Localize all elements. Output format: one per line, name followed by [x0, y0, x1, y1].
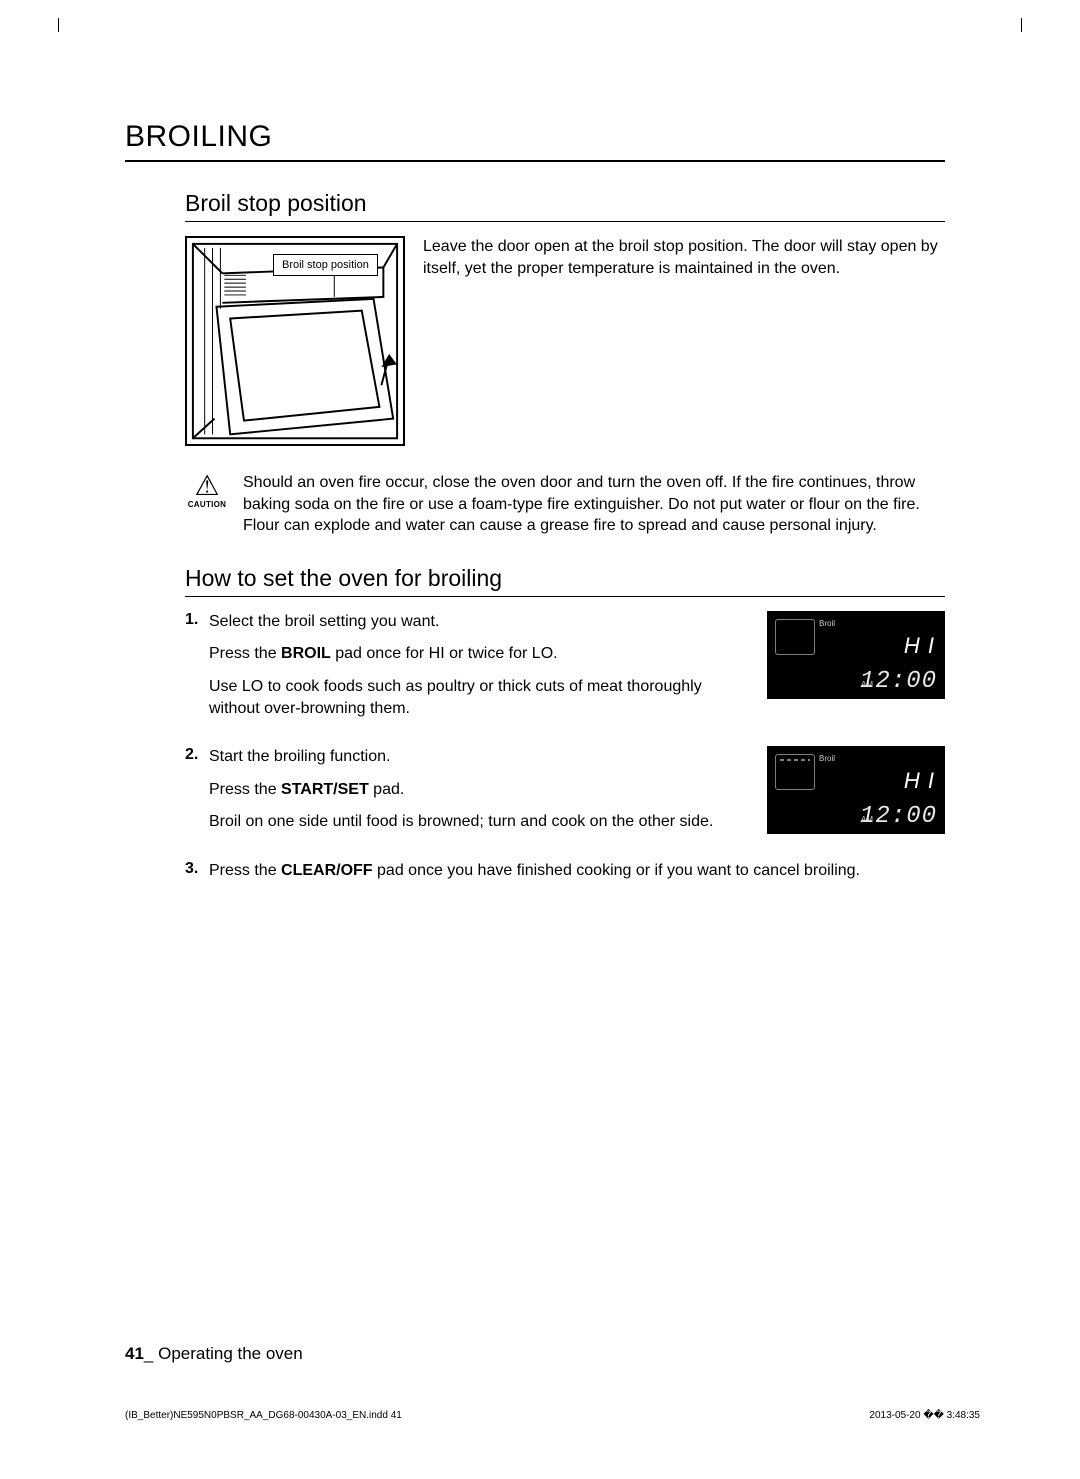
step-2: Start the broiling function. Press the S…	[185, 746, 945, 843]
step-3: Press the CLEAR/OFF pad once you have fi…	[185, 860, 945, 892]
page-content: BROILING Broil stop position Broil stop …	[125, 120, 945, 908]
step-1: Select the broil setting you want. Press…	[185, 611, 945, 731]
intro-paragraph: Leave the door open at the broil stop po…	[423, 236, 945, 446]
broil-button-label-2: Broil	[819, 754, 835, 763]
caution-block: ⚠ CAUTION Should an oven fire occur, clo…	[185, 472, 945, 537]
oven-display-step1: Broil H I AM 12:00	[767, 611, 945, 699]
page-footer: 41_ Operating the oven	[125, 1344, 303, 1364]
start-button-outline	[775, 754, 815, 790]
section-heading: BROILING	[125, 120, 945, 162]
step-1-p2: Press the BROIL pad once for HI or twice…	[209, 643, 753, 665]
caution-text: Should an oven fire occur, close the ove…	[243, 472, 945, 537]
step-1-p3: Use LO to cook foods such as poultry or …	[209, 676, 753, 721]
step-1-p1: Select the broil setting you want.	[209, 611, 753, 633]
print-metadata: (IB_Better)NE595N0PBSR_AA_DG68-00430A-03…	[125, 1410, 980, 1421]
display-hi-2: H I	[904, 768, 935, 794]
broil-button-label: Broil	[819, 619, 835, 628]
illustration-callout: Broil stop position	[273, 254, 378, 276]
step-2-text: Start the broiling function. Press the S…	[209, 746, 753, 843]
caution-icon: ⚠ CAUTION	[185, 472, 229, 537]
footer-label: Operating the oven	[153, 1344, 302, 1363]
broil-button-outline	[775, 619, 815, 655]
steps-list: Select the broil setting you want. Press…	[185, 611, 945, 892]
step-1-text: Select the broil setting you want. Press…	[209, 611, 753, 731]
warning-triangle-icon: ⚠	[185, 472, 229, 500]
display-clock-2: 12:00	[860, 803, 937, 830]
oven-display-step2: Broil H I AM 12:00	[767, 746, 945, 834]
caution-label: CAUTION	[185, 500, 229, 509]
oven-illustration: Broil stop position	[185, 236, 405, 446]
subsection-broil-stop: Broil stop position	[185, 190, 945, 222]
intro-row: Broil stop position	[185, 236, 945, 446]
step-2-p1: Start the broiling function.	[209, 746, 753, 768]
display-clock: 12:00	[860, 668, 937, 695]
subsection-how-to-set: How to set the oven for broiling	[185, 565, 945, 597]
page-number: 41	[125, 1344, 144, 1363]
crop-mark-top	[0, 24, 1080, 25]
display-hi: H I	[904, 633, 935, 659]
print-file: (IB_Better)NE595N0PBSR_AA_DG68-00430A-03…	[125, 1410, 402, 1421]
step-2-p3: Broil on one side until food is browned;…	[209, 811, 753, 833]
print-timestamp: 2013-05-20 �� 3:48:35	[869, 1410, 980, 1421]
step-3-text: Press the CLEAR/OFF pad once you have fi…	[209, 860, 945, 892]
footer-sep: _	[144, 1344, 153, 1363]
step-3-p1: Press the CLEAR/OFF pad once you have fi…	[209, 860, 945, 882]
step-2-p2: Press the START/SET pad.	[209, 779, 753, 801]
